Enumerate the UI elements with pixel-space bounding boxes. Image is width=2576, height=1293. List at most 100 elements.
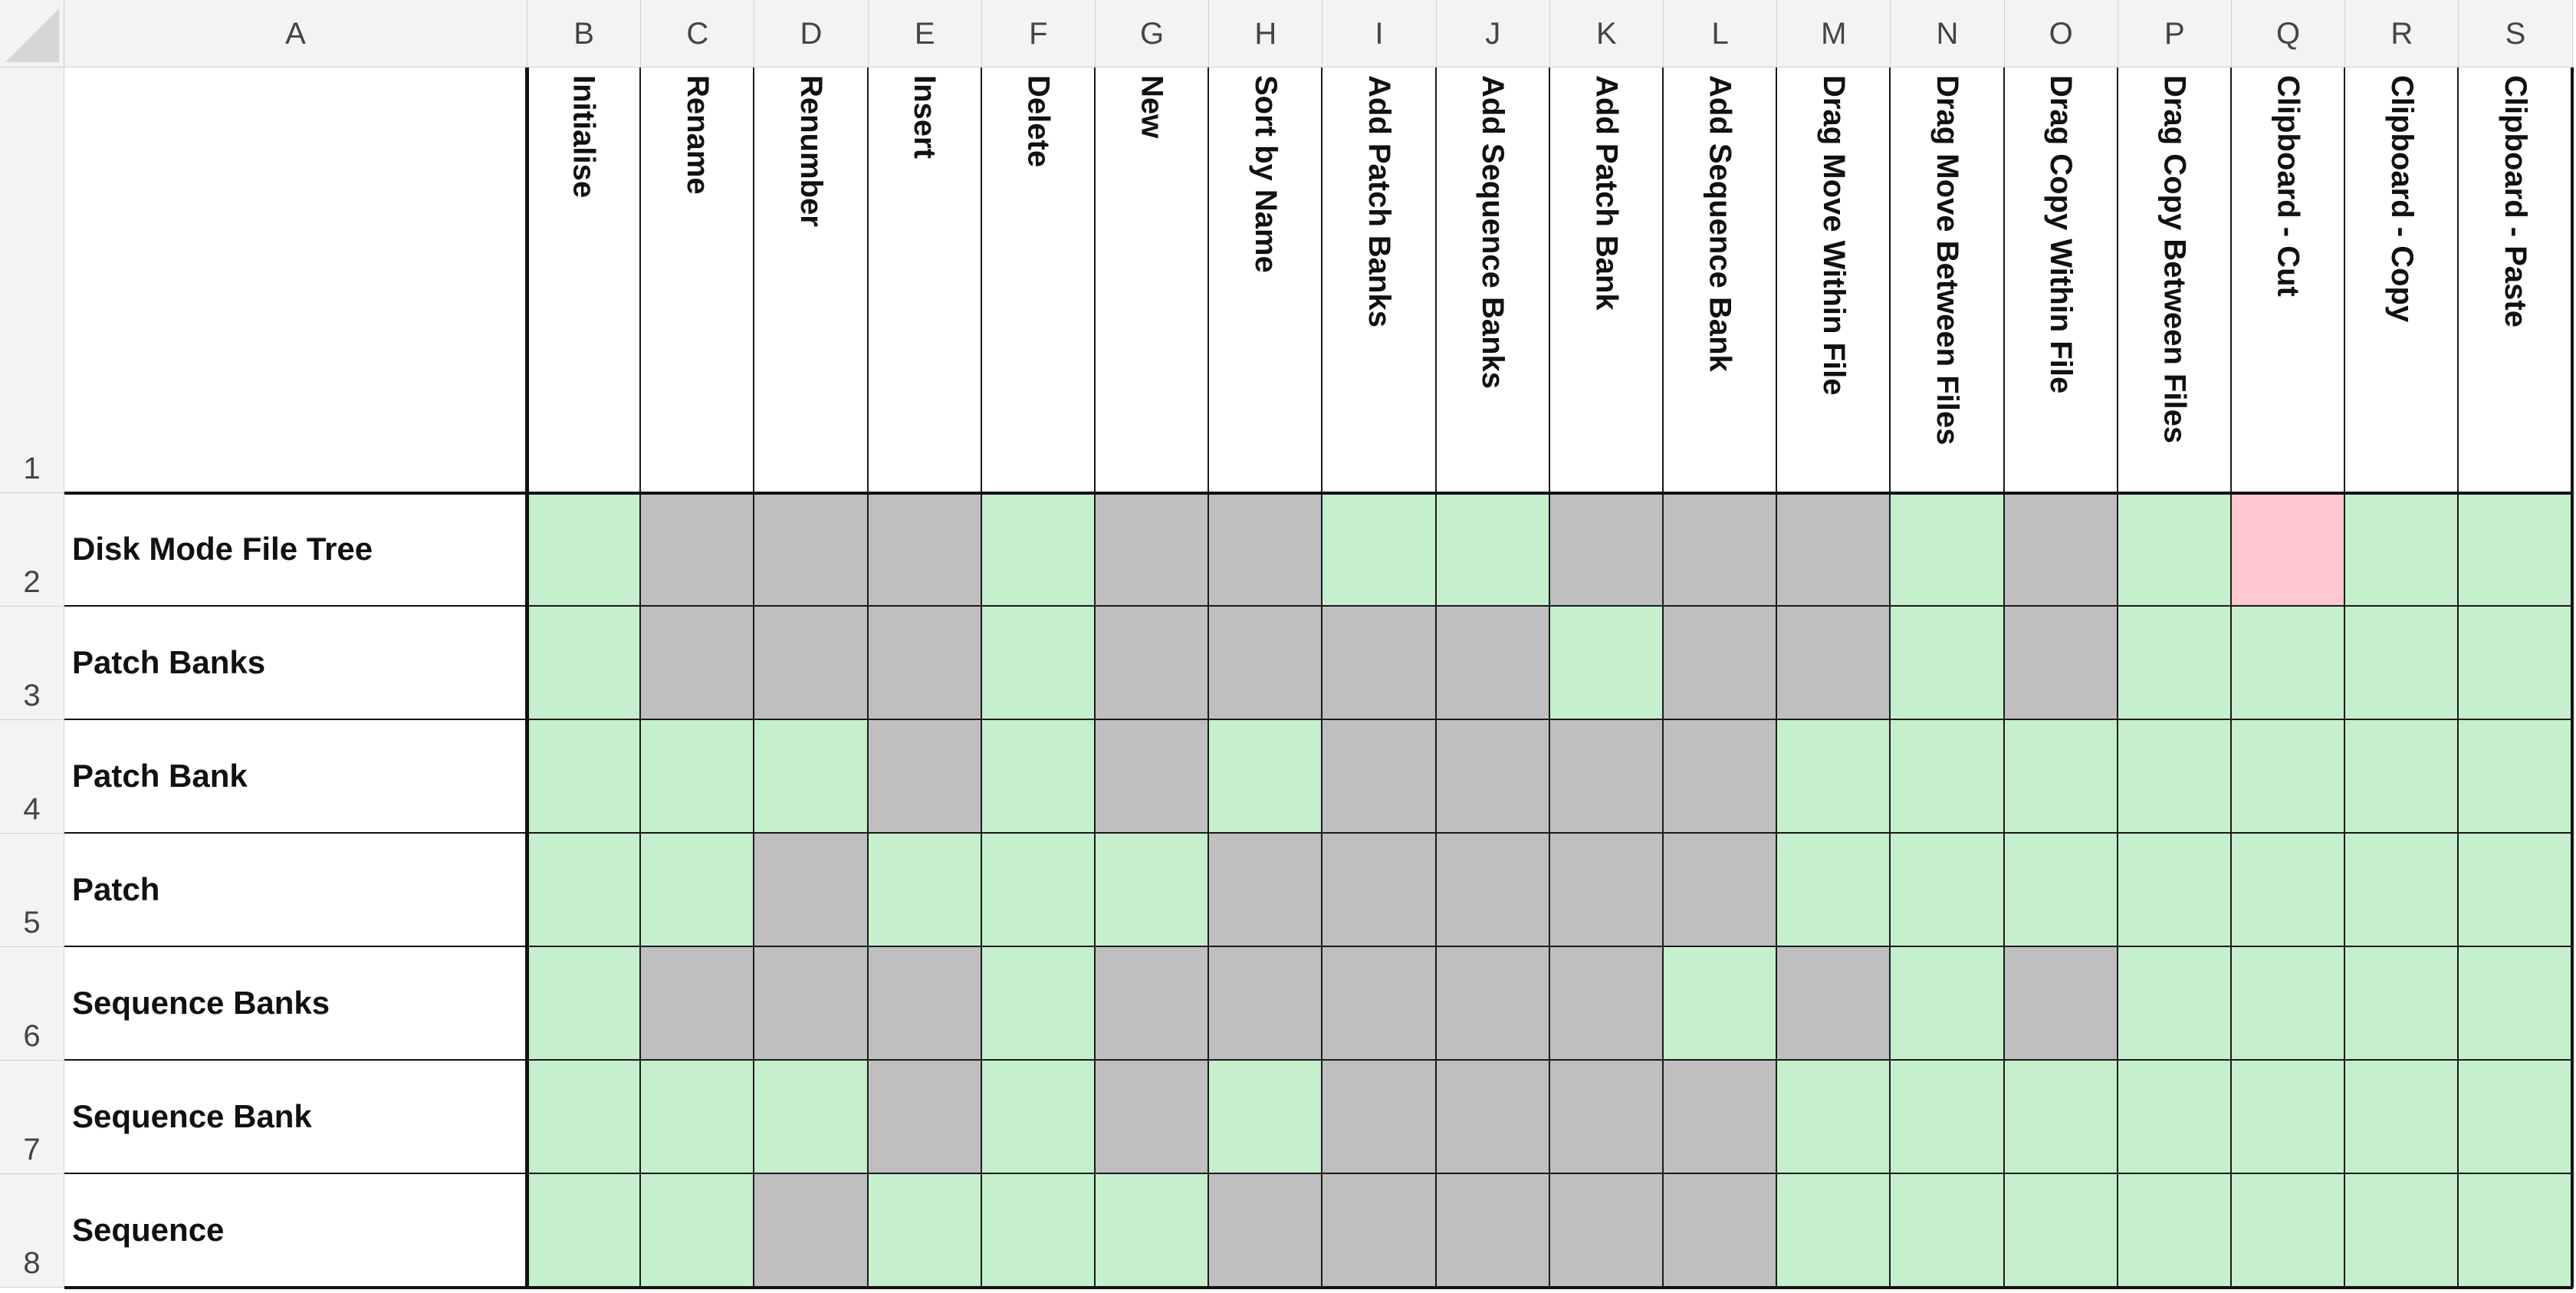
capability-cell[interactable] xyxy=(1436,834,1550,947)
operation-header-cell[interactable]: Drag Copy Between Files xyxy=(2118,67,2232,493)
capability-cell[interactable] xyxy=(1891,607,2005,720)
row-label-cell[interactable]: Patch Banks xyxy=(64,607,527,720)
row-label-cell[interactable]: Sequence Banks xyxy=(64,947,527,1061)
capability-cell[interactable] xyxy=(1436,1061,1550,1174)
capability-cell[interactable] xyxy=(527,834,642,947)
column-header-k[interactable]: K xyxy=(1549,0,1664,67)
column-header-d[interactable]: D xyxy=(754,0,869,67)
capability-cell[interactable] xyxy=(2345,834,2459,947)
operation-header-cell[interactable]: Delete xyxy=(982,67,1096,493)
row-header-1[interactable]: 1 xyxy=(0,67,64,493)
capability-cell[interactable] xyxy=(1209,1061,1323,1174)
capability-cell[interactable] xyxy=(1777,1061,1891,1174)
capability-cell[interactable] xyxy=(2232,947,2346,1061)
operation-header-cell[interactable]: Drag Move Within File xyxy=(1777,67,1891,493)
capability-cell[interactable] xyxy=(641,1061,755,1174)
operation-header-cell[interactable]: Rename xyxy=(641,67,755,493)
capability-cell[interactable] xyxy=(2118,834,2232,947)
capability-cell[interactable] xyxy=(868,834,982,947)
column-header-f[interactable]: F xyxy=(981,0,1096,67)
operation-header-cell[interactable]: Drag Move Between Files xyxy=(1891,67,2005,493)
capability-cell[interactable] xyxy=(2232,493,2346,607)
column-header-h[interactable]: H xyxy=(1209,0,1323,67)
column-header-p[interactable]: P xyxy=(2118,0,2232,67)
capability-cell[interactable] xyxy=(2118,947,2232,1061)
capability-cell[interactable] xyxy=(2232,720,2346,834)
operation-header-cell[interactable]: New xyxy=(1096,67,1210,493)
capability-cell[interactable] xyxy=(1436,947,1550,1061)
column-header-g[interactable]: G xyxy=(1096,0,1210,67)
capability-cell[interactable] xyxy=(754,720,869,834)
capability-cell[interactable] xyxy=(981,720,1096,834)
capability-cell[interactable] xyxy=(2459,1174,2573,1288)
capability-cell[interactable] xyxy=(1436,493,1550,607)
capability-cell[interactable] xyxy=(1891,1174,2005,1288)
capability-cell[interactable] xyxy=(1777,834,1891,947)
row-header-4[interactable]: 4 xyxy=(0,720,64,834)
capability-cell[interactable] xyxy=(1436,1174,1550,1288)
capability-cell[interactable] xyxy=(1777,720,1891,834)
capability-cell[interactable] xyxy=(868,720,982,834)
column-header-b[interactable]: B xyxy=(527,0,642,67)
capability-cell[interactable] xyxy=(641,493,755,607)
capability-cell[interactable] xyxy=(754,1174,869,1288)
capability-cell[interactable] xyxy=(2118,607,2232,720)
capability-cell[interactable] xyxy=(754,834,869,947)
capability-cell[interactable] xyxy=(1209,947,1323,1061)
capability-cell[interactable] xyxy=(1549,1174,1664,1288)
capability-cell[interactable] xyxy=(2345,947,2459,1061)
capability-cell[interactable] xyxy=(754,1061,869,1174)
capability-cell[interactable] xyxy=(1209,720,1323,834)
operation-header-cell[interactable]: Add Patch Bank xyxy=(1550,67,1664,493)
row-header-5[interactable]: 5 xyxy=(0,834,64,947)
capability-cell[interactable] xyxy=(2459,607,2573,720)
capability-cell[interactable] xyxy=(868,1061,982,1174)
operation-header-cell[interactable]: Renumber xyxy=(754,67,869,493)
capability-cell[interactable] xyxy=(2004,947,2118,1061)
capability-cell[interactable] xyxy=(1664,834,1778,947)
row-header-8[interactable]: 8 xyxy=(0,1174,64,1288)
operation-header-cell[interactable]: Add Sequence Banks xyxy=(1437,67,1550,493)
column-header-r[interactable]: R xyxy=(2345,0,2459,67)
capability-cell[interactable] xyxy=(1891,1061,2005,1174)
capability-cell[interactable] xyxy=(1664,720,1778,834)
capability-cell[interactable] xyxy=(1891,493,2005,607)
capability-cell[interactable] xyxy=(1777,493,1891,607)
capability-cell[interactable] xyxy=(2459,947,2573,1061)
capability-cell[interactable] xyxy=(1549,720,1664,834)
capability-cell[interactable] xyxy=(2345,607,2459,720)
row-label-cell[interactable]: Sequence xyxy=(64,1174,527,1288)
operation-header-cell[interactable]: Sort by Name xyxy=(1209,67,1323,493)
capability-cell[interactable] xyxy=(754,493,869,607)
capability-cell[interactable] xyxy=(1209,493,1323,607)
capability-cell[interactable] xyxy=(981,607,1096,720)
column-header-s[interactable]: S xyxy=(2459,0,2573,67)
column-header-j[interactable]: J xyxy=(1436,0,1550,67)
capability-cell[interactable] xyxy=(527,493,642,607)
capability-cell[interactable] xyxy=(2004,493,2118,607)
capability-cell[interactable] xyxy=(1891,720,2005,834)
capability-cell[interactable] xyxy=(2345,1061,2459,1174)
capability-cell[interactable] xyxy=(1549,834,1664,947)
operation-header-cell[interactable]: Insert xyxy=(869,67,982,493)
capability-cell[interactable] xyxy=(2004,834,2118,947)
capability-cell[interactable] xyxy=(981,1174,1096,1288)
row-header-3[interactable]: 3 xyxy=(0,607,64,720)
capability-cell[interactable] xyxy=(641,834,755,947)
column-header-n[interactable]: N xyxy=(1891,0,2005,67)
capability-cell[interactable] xyxy=(2118,1061,2232,1174)
capability-cell[interactable] xyxy=(1549,607,1664,720)
operation-header-cell[interactable]: Initialise xyxy=(527,67,642,493)
capability-cell[interactable] xyxy=(1664,947,1778,1061)
capability-cell[interactable] xyxy=(527,720,642,834)
row-label-cell[interactable]: Patch xyxy=(64,834,527,947)
capability-cell[interactable] xyxy=(1322,720,1437,834)
capability-cell[interactable] xyxy=(1209,607,1323,720)
row-label-cell[interactable]: Disk Mode File Tree xyxy=(64,493,527,607)
column-header-q[interactable]: Q xyxy=(2232,0,2346,67)
capability-cell[interactable] xyxy=(1322,1174,1437,1288)
capability-cell[interactable] xyxy=(1096,493,1210,607)
capability-cell[interactable] xyxy=(1096,834,1210,947)
capability-cell[interactable] xyxy=(527,1174,642,1288)
capability-cell[interactable] xyxy=(2459,834,2573,947)
